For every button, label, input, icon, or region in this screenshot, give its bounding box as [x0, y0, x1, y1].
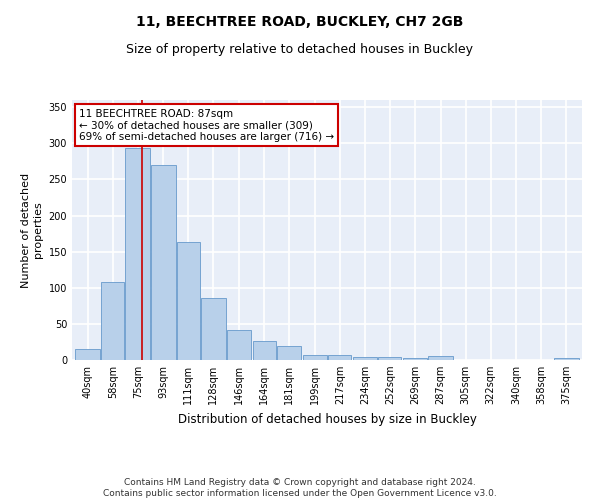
- Bar: [151, 165, 176, 360]
- Y-axis label: Number of detached
properties: Number of detached properties: [22, 172, 43, 288]
- Bar: [76, 349, 100, 360]
- Bar: [253, 340, 276, 360]
- Bar: [428, 356, 453, 360]
- Bar: [201, 298, 226, 360]
- Text: Contains HM Land Registry data © Crown copyright and database right 2024.
Contai: Contains HM Land Registry data © Crown c…: [103, 478, 497, 498]
- Bar: [378, 357, 401, 360]
- Bar: [277, 346, 301, 360]
- Bar: [227, 330, 251, 360]
- Bar: [125, 148, 150, 360]
- Bar: [554, 358, 578, 360]
- X-axis label: Distribution of detached houses by size in Buckley: Distribution of detached houses by size …: [178, 412, 476, 426]
- Text: 11 BEECHTREE ROAD: 87sqm
← 30% of detached houses are smaller (309)
69% of semi-: 11 BEECHTREE ROAD: 87sqm ← 30% of detach…: [79, 108, 334, 142]
- Bar: [177, 242, 200, 360]
- Text: Size of property relative to detached houses in Buckley: Size of property relative to detached ho…: [127, 42, 473, 56]
- Bar: [328, 355, 352, 360]
- Bar: [302, 355, 327, 360]
- Bar: [101, 282, 124, 360]
- Text: 11, BEECHTREE ROAD, BUCKLEY, CH7 2GB: 11, BEECHTREE ROAD, BUCKLEY, CH7 2GB: [136, 15, 464, 29]
- Bar: [403, 358, 427, 360]
- Bar: [353, 357, 377, 360]
